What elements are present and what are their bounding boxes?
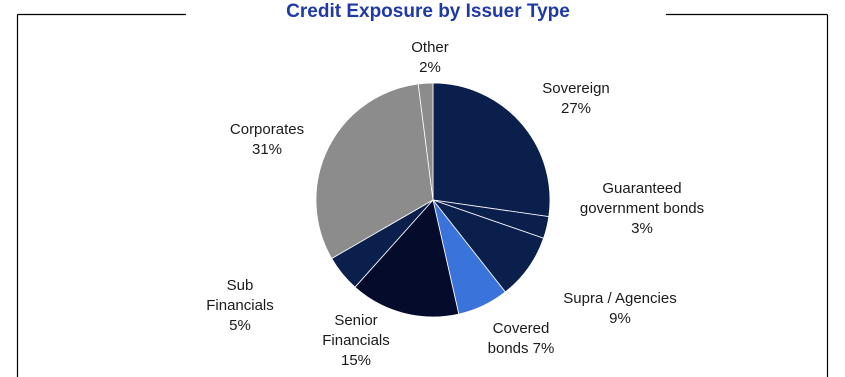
slice-label-line: 15%	[341, 352, 371, 369]
slice-label-line: Supra / Agencies	[563, 290, 676, 307]
slice-label-7: Other 2%	[411, 39, 449, 76]
pie-labels: Sovereign 27% Guaranteed government bonds 3%…	[206, 39, 704, 369]
pie-slice-4	[354, 199, 460, 318]
slice-label-3: Covered bonds 7%	[488, 320, 555, 357]
slice-label-6: Corporates 31%	[230, 121, 304, 158]
slice-label-line: Senior	[334, 312, 377, 329]
slice-label-line: Corporates	[230, 121, 304, 138]
slice-label-line: government bonds	[580, 200, 704, 217]
slice-label-line: Sovereign	[542, 80, 610, 97]
slice-label-line: Guaranteed	[602, 180, 681, 197]
slice-label-4: Senior Financials 15%	[322, 312, 390, 369]
slice-label-line: bonds 7%	[488, 340, 555, 357]
slice-label-line: Covered	[493, 320, 550, 337]
slice-label-line: Financials	[322, 332, 390, 349]
slice-label-2: Supra / Agencies 9%	[563, 290, 676, 327]
slice-label-line: 9%	[609, 310, 631, 327]
slice-label-line: Sub	[227, 277, 254, 294]
pie-slices	[315, 82, 551, 318]
slice-label-line: Financials	[206, 297, 274, 314]
slice-label-1: Guaranteed government bonds 3%	[580, 180, 704, 237]
chart-title: Credit Exposure by Issuer Type	[286, 1, 570, 22]
slice-label-line: 27%	[561, 100, 591, 117]
slice-label-line: 3%	[631, 220, 653, 237]
slice-label-0: Sovereign 27%	[542, 80, 610, 117]
slice-label-line: 31%	[252, 141, 282, 158]
slice-label-line: 2%	[419, 59, 441, 76]
slice-label-line: 5%	[229, 317, 251, 334]
slice-label-5: Sub Financials 5%	[206, 277, 274, 334]
slice-label-line: Other	[411, 39, 449, 56]
pie-slice-7	[417, 82, 434, 201]
pie-slice-6	[315, 83, 434, 260]
pie-slice-0	[432, 82, 551, 218]
